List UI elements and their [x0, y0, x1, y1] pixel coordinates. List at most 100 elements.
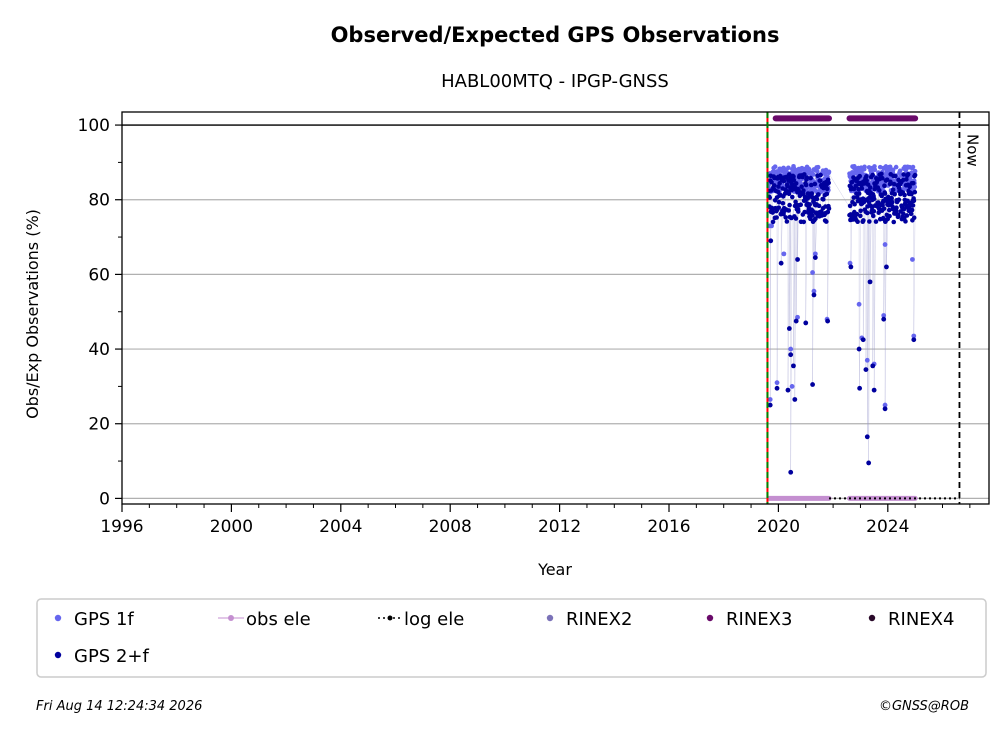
gps2f-point [796, 209, 801, 214]
gps2f-point [771, 183, 777, 188]
gps1f-point [767, 397, 773, 402]
gps2f-point [813, 216, 818, 221]
gps1f-point [912, 184, 918, 190]
gps2f-point [901, 211, 906, 217]
gps1f-point [856, 301, 862, 307]
gps1f-point [910, 257, 915, 262]
gps2f-point [887, 213, 892, 219]
gps2f-point [904, 213, 910, 218]
gps2f-point [826, 180, 832, 186]
gps2f-point [851, 195, 857, 200]
gps2f-point [873, 219, 879, 224]
gps2f-point [876, 188, 882, 193]
gps2f-point [867, 219, 872, 224]
gps2f-point [810, 213, 815, 218]
gps2f-point [785, 387, 791, 393]
gps2f-point [858, 213, 863, 219]
gps2f-point [826, 206, 832, 211]
gps2f-point [909, 207, 915, 213]
gps2f-point [824, 186, 830, 192]
gps2f-point [881, 316, 887, 322]
gps2f-point [856, 346, 862, 352]
gps2f-point [795, 257, 800, 262]
gps2f-point [793, 216, 799, 221]
gps1f-point [893, 164, 899, 170]
gps2f-point [910, 180, 916, 186]
gps2f-point [848, 264, 854, 270]
gps2f-point [774, 385, 780, 391]
gps2f-point [816, 192, 821, 197]
chart-title: Observed/Expected GPS Observations [331, 23, 780, 47]
gps2f-point [866, 200, 872, 205]
gps1f-point [811, 172, 816, 177]
gps2f-point [793, 181, 799, 186]
gps2f-point [856, 191, 862, 196]
plot-frame [121, 111, 990, 505]
gps2f-point [857, 173, 863, 179]
gps2f-point [870, 363, 876, 369]
gps1f-point [815, 164, 821, 170]
gps2f-point [881, 206, 887, 211]
gps2f-point [801, 188, 806, 193]
gps2f-point [857, 385, 863, 391]
gps1f-point [772, 164, 778, 169]
y-tick-label: 20 [88, 415, 110, 435]
footer-credit: ©GNSS@ROB [879, 699, 969, 714]
gps2f-point [903, 219, 908, 224]
footer-timestamp: Fri Aug 14 12:24:34 2026 [36, 699, 202, 714]
gps2f-point [911, 198, 917, 204]
gps1f-point [882, 242, 888, 247]
legend-marker-rinex3 [706, 614, 714, 622]
gps2f-point [812, 255, 818, 260]
gps2f-point [793, 318, 799, 324]
gps2f-point [776, 205, 782, 210]
gps2f-point [814, 196, 820, 202]
gps2f-point [910, 203, 916, 208]
gps1f-point [819, 189, 824, 194]
legend-marker-gps2f [54, 651, 62, 659]
now-label: Now [963, 134, 981, 167]
gps1f-point [789, 384, 795, 389]
gps2f-point [780, 200, 786, 206]
gps2f-point [889, 199, 895, 205]
gps2f-point [789, 194, 795, 200]
gps2f-point [767, 402, 773, 408]
gps2f-point [858, 208, 863, 214]
gps2f-point [775, 189, 781, 195]
gps2f-point [867, 279, 873, 285]
gps2f-point [882, 406, 888, 412]
gps1f-point [812, 251, 818, 257]
gps1f-point [862, 164, 867, 170]
gps2f-point [882, 191, 888, 196]
gps2f-point [788, 469, 794, 475]
gps2f-point [884, 264, 889, 270]
x-tick-label: 2000 [210, 517, 253, 537]
legend-box [36, 598, 987, 678]
gps2f-point [799, 184, 804, 189]
gps2f-point [879, 193, 885, 199]
gps2f-point [864, 174, 869, 179]
gps2f-point [879, 171, 884, 177]
gps2f-point [884, 177, 890, 182]
x-axis-label: Year [537, 560, 572, 579]
gps2f-point [882, 183, 887, 189]
gps2f-point [809, 191, 815, 196]
x-tick-label: 2024 [866, 517, 909, 537]
gps2f-point [907, 184, 912, 190]
gps2f-point [804, 175, 810, 181]
gps2f-point [904, 177, 909, 182]
gps2f-point [791, 363, 796, 369]
gps1f-point [826, 169, 832, 175]
gps2f-point [859, 186, 865, 191]
gps2f-point [870, 213, 876, 219]
gps2f-point [886, 207, 892, 213]
gps2f-point [820, 197, 826, 202]
legend: GPS 1f obs ele log ele RINEX2 RINEX3 RINEX4 GP… [36, 598, 987, 678]
gps2f-point [784, 219, 790, 224]
legend-label-rinex4: RINEX4 [888, 609, 954, 630]
gps2f-point [791, 174, 796, 179]
gps1f-point [811, 288, 817, 294]
legend-marker-log_ele [387, 615, 393, 621]
gps2f-point [791, 177, 797, 183]
gps1f-point [910, 164, 916, 170]
